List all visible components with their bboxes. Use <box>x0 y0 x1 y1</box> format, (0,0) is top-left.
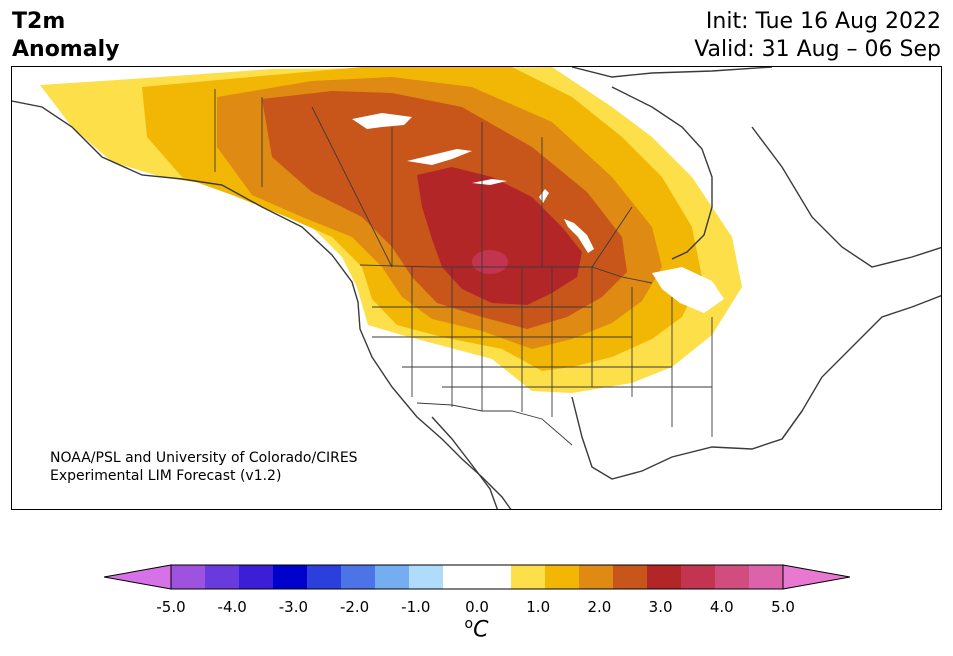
colorbar-outline <box>170 564 784 590</box>
labrador-coast <box>751 126 941 268</box>
colorbar-swatch <box>409 565 444 589</box>
great-slave-lake <box>407 149 472 165</box>
colorbar-swatch <box>273 565 308 589</box>
valid-date: Valid: 31 Aug – 06 Sep <box>694 37 941 62</box>
anomaly-contour-2-5 <box>417 167 582 305</box>
political-borders <box>214 89 713 446</box>
lake-winnipeg <box>564 219 594 253</box>
us-mexico-border <box>416 402 573 446</box>
baja-california <box>431 416 499 509</box>
colorbar-swatch <box>375 565 410 589</box>
reindeer-lake <box>539 189 549 203</box>
great-lakes <box>652 267 724 313</box>
colorbar-swatch <box>579 565 614 589</box>
map-title: T2m Anomaly <box>12 8 119 64</box>
colorbar-swatch <box>239 565 274 589</box>
colorbar-swatch <box>307 565 342 589</box>
colorbar-swatch <box>205 565 240 589</box>
colorbar-tick-label: -4.0 <box>217 598 247 616</box>
great-bear-lake <box>352 113 412 129</box>
unit-letter: C <box>473 617 489 643</box>
atlantic-coast <box>781 295 941 440</box>
colorbar-swatch <box>171 565 206 589</box>
colorbar-swatch <box>511 565 546 589</box>
arctic-islands <box>571 67 773 78</box>
colorbar-swatch <box>443 565 478 589</box>
colorbar-swatch <box>681 565 716 589</box>
colorbar-tick-label: 5.0 <box>771 598 795 616</box>
colorbar-tick-label: -5.0 <box>156 598 186 616</box>
province-borders <box>261 97 633 268</box>
init-date: Init: Tue 16 Aug 2022 <box>705 9 941 34</box>
lakes <box>352 113 724 313</box>
colorbar-swatch <box>749 565 784 589</box>
pacific-coast <box>12 100 512 509</box>
colorbar-tick-label: 1.0 <box>526 598 551 616</box>
title-variable: T2m <box>12 9 66 34</box>
colorbar-swatch <box>477 565 512 589</box>
colorbar-swatch <box>647 565 682 589</box>
colorbar-extend-high <box>782 564 851 590</box>
credit-text: NOAA/PSL and University of Colorado/CIRE… <box>50 449 358 485</box>
credit-line-2: Experimental LIM Forecast (v1.2) <box>50 468 282 484</box>
colorbar-unit: oC <box>0 616 953 642</box>
forecast-dates: Init: Tue 16 Aug 2022 Valid: 31 Aug – 06… <box>694 8 941 64</box>
state-borders <box>372 267 713 437</box>
anomaly-map <box>12 67 941 509</box>
gulf-coast <box>571 396 803 480</box>
colorbar-swatch <box>613 565 648 589</box>
anomaly-contour-3-0 <box>472 250 508 274</box>
colorbar-swatches <box>103 564 851 590</box>
colorbar-tick-label: 4.0 <box>709 598 734 616</box>
colorbar-tick-label: 0.0 <box>465 598 489 616</box>
colorbar-tick-label: -2.0 <box>339 598 370 616</box>
colorbar-tick-label: -3.0 <box>278 598 309 616</box>
colorbar-tick-label: 3.0 <box>648 598 673 616</box>
colorbar-tick-label: -1.0 <box>401 598 431 616</box>
title-anomaly: Anomaly <box>12 37 120 62</box>
colorbar-extend-low <box>103 564 172 590</box>
map-panel: NOAA/PSL and University of Colorado/CIRE… <box>11 66 942 510</box>
lake-athabasca <box>472 179 507 185</box>
colorbar-swatch <box>715 565 750 589</box>
colorbar-swatch <box>545 565 580 589</box>
unit-degree: o <box>464 616 474 632</box>
colorbar-tick-label: 2.0 <box>587 598 612 616</box>
colorbar-swatch <box>341 565 376 589</box>
coastlines <box>12 67 941 509</box>
credit-line-1: NOAA/PSL and University of Colorado/CIRE… <box>50 450 358 466</box>
hudson-bay <box>611 86 713 260</box>
colorbar <box>103 564 851 594</box>
